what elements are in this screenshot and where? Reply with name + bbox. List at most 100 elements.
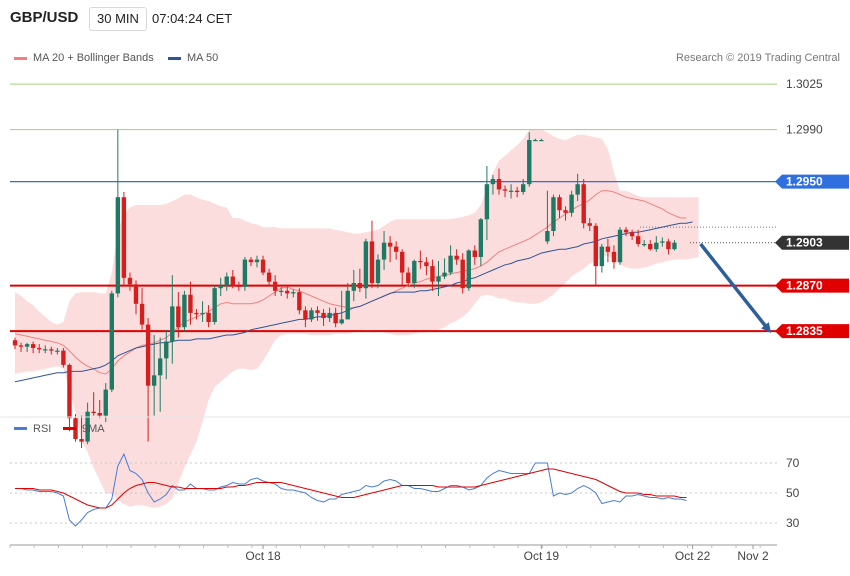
forecast-arrow-group [699,242,772,334]
candle-body [279,290,284,292]
candle-body [557,197,562,211]
candle-body [194,312,199,315]
candle-body [67,364,72,419]
x-tick-label: Oct 18 [245,549,281,563]
candle-body [339,319,344,324]
candle-body [321,312,326,319]
candle-body [309,310,314,320]
candle-body [381,242,387,260]
legend-ma50-label: MA 50 [187,52,219,64]
candle-body [37,348,42,350]
candle-body [369,241,375,283]
rsi-panel [15,452,687,527]
bollinger-band [15,129,699,508]
moving-averages [14,190,693,383]
candle-body [599,246,605,267]
candle-body [182,294,187,328]
legend-ma20-label: MA 20 + Bollinger Bands [33,52,154,64]
candle-body [448,255,453,273]
candle-body [315,310,320,313]
candle-body [623,229,629,233]
candle-body [121,197,127,278]
candle-body [43,349,48,351]
candles [12,129,677,449]
candle-body [545,231,550,242]
candle-body [642,244,647,246]
candle-body [569,194,574,213]
rsi-ma-line [15,468,687,509]
ma20-line [14,190,687,375]
candle-body [478,219,484,257]
candle-body [672,242,677,250]
bollinger-band-fill [15,129,699,508]
candle-body [490,179,496,185]
candle-body [617,229,623,263]
candle-body [55,350,60,352]
candle-body [188,294,193,313]
copyright: Research © 2019 Trading Central [675,52,840,64]
x-axis: Oct 18 Oct 19 Oct 22 Nov 2 [9,545,769,563]
candle-body [327,312,332,319]
symbol-title: GBP/USD [10,9,79,26]
candle-body [206,312,211,322]
candle-body [387,242,393,247]
forecast-arrow [699,242,772,334]
level-labels: 1.3025 1.2990 1.2950 1.2903 1.2870 1.2835 [775,77,849,339]
legend-ma20[interactable]: MA 20 + Bollinger Bands [14,52,154,64]
candle-body [291,292,296,294]
candle-body [605,246,611,252]
candle-body [176,306,181,328]
level-tag-1.2950 [775,174,849,189]
candle-body [351,283,356,291]
candle-body [629,232,635,237]
candle-body [460,259,465,289]
candle-body [418,260,423,263]
candle-body [551,197,556,231]
candle-body [654,242,659,250]
candle-body [412,260,417,283]
candle-body [164,341,169,359]
candle-body [436,276,441,282]
candle-body [127,277,133,285]
candle-body [363,241,369,289]
candle-body [61,350,66,365]
candle-body [303,310,308,320]
timeframe-selector[interactable]: 30 MIN [89,7,147,31]
candle-body [406,272,411,283]
rsi-tick-30: 30 [786,516,800,530]
candle-body [393,246,399,252]
candle-body [242,259,248,287]
ma50-swatch [168,56,181,60]
level-label-1.2903: 1.2903 [786,236,823,250]
candle-body [236,285,242,287]
candle-body [611,251,617,263]
candle-body [79,439,84,442]
candle-body [109,293,114,390]
x-tick-label: Nov 2 [737,549,769,563]
candle-body [218,285,223,289]
candle-body [224,276,229,286]
candle-body [158,358,163,376]
candle-body [400,251,405,273]
level-tag-1.2870 [775,278,849,293]
candle-body [635,236,641,244]
ma20-swatch [14,56,27,60]
x-tick-label: Oct 19 [524,549,560,563]
candle-body [103,389,108,416]
level-label-1.2835: 1.2835 [786,324,823,338]
candle-body [85,411,90,442]
candle-body [502,189,508,191]
rsi-ma-legend-label: 9MA [82,423,105,435]
ma50-line [14,221,693,383]
level-label-1.3025: 1.3025 [786,77,823,91]
candle-body [91,411,96,413]
candle-body [49,349,54,351]
candle-body [139,303,145,325]
candle-body [115,197,121,294]
legend-ma50[interactable]: MA 50 [168,52,218,64]
candle-body [145,324,151,386]
candle-body [97,413,102,416]
rsi-tick-50: 50 [786,486,800,500]
candle-body [200,312,205,315]
